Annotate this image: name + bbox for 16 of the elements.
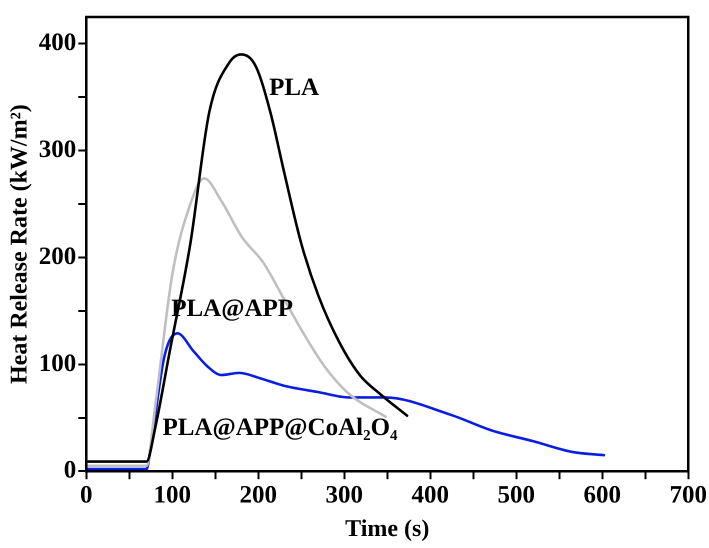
y-tick-label: 0 (64, 456, 76, 484)
y-tick-label: 400 (38, 29, 76, 56)
y-tick-label: 100 (38, 350, 76, 377)
x-tick-label: 100 (154, 482, 192, 509)
x-axis-title: Time (s) (345, 516, 430, 542)
x-tick-label: 500 (498, 482, 536, 509)
series-label: PLA (269, 74, 320, 101)
x-tick-label: 700 (670, 482, 707, 509)
x-tick-label: 600 (584, 482, 622, 509)
x-tick-label: 300 (326, 482, 364, 509)
x-tick-label: 400 (412, 482, 450, 509)
series-label: PLA@APP@CoAl₂O₄ (162, 414, 398, 441)
y-tick-label: 200 (38, 242, 76, 270)
y-axis-title: Heat Release Rate (kW/m²) (6, 104, 33, 384)
x-tick-label: 200 (240, 482, 278, 509)
y-tick-label: 300 (38, 136, 76, 164)
